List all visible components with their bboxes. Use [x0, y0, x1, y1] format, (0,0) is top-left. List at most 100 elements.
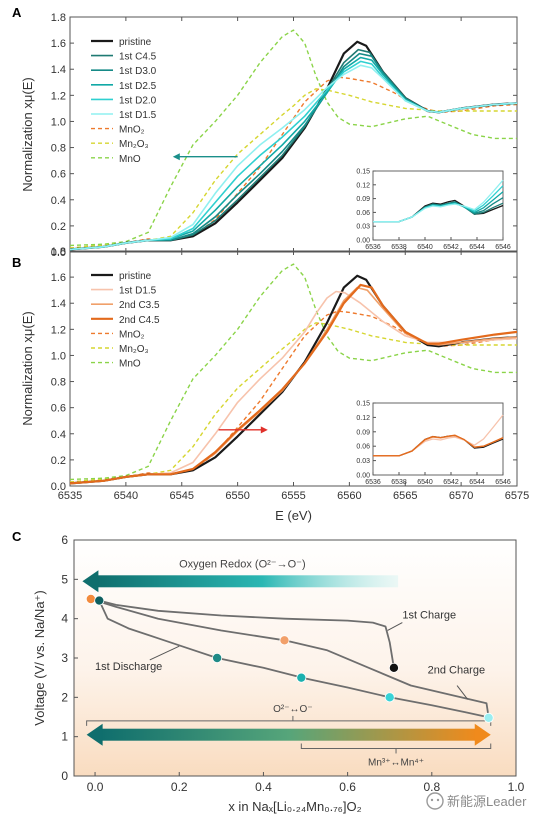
legend-label: Mn₂O₃ — [119, 344, 149, 355]
legend-label: 1st C4.5 — [119, 52, 157, 63]
legend-label: 2nd C3.5 — [119, 300, 160, 311]
inset-y-tick-label: 0.03 — [356, 224, 370, 231]
panel-a-letter: A — [12, 5, 22, 20]
x-tick-label: 0.8 — [423, 780, 440, 794]
series-line — [69, 263, 517, 481]
y-tick-label: 0.4 — [51, 195, 66, 207]
y-axis-label: Normalization xμ(E) — [20, 77, 35, 191]
state-marker — [279, 635, 290, 646]
state-marker — [384, 692, 395, 703]
y-tick-label: 0.6 — [51, 403, 66, 415]
inset-x-tick-label: 6540 — [417, 244, 433, 251]
inset-y-tick-label: 0.03 — [356, 458, 370, 465]
voltage-curve — [90, 598, 490, 718]
x-tick-label: 6550 — [225, 490, 249, 502]
second-charge-pointer — [456, 685, 468, 700]
redox-range-arrowhead-right — [474, 723, 491, 746]
redox-range-arrow — [100, 728, 477, 741]
voltage-curve — [98, 600, 491, 719]
y-tick-label: 0.8 — [51, 143, 66, 155]
first-discharge-label: 1st Discharge — [95, 661, 162, 673]
x-axis-label: E (eV) — [275, 508, 312, 523]
state-marker — [212, 653, 223, 664]
second-charge-label: 2nd Charge — [428, 665, 486, 677]
redox-range-arrowhead-left — [86, 723, 103, 746]
y-tick-label: 0.6 — [51, 169, 66, 181]
legend-label: pristine — [119, 37, 152, 48]
first-charge-label: 1st Charge — [402, 610, 456, 622]
o-couple-label: O²⁻↔O⁻ — [273, 704, 312, 715]
y-tick-label: 1.2 — [51, 90, 66, 102]
x-axis-label: x in Naₓ[Li₀.₂₄Mn₀.₇₆]O₂ — [228, 799, 361, 814]
y-tick-label: 0.0 — [51, 247, 66, 259]
y-tick-label: 3 — [61, 651, 68, 665]
inset-x-tick-label: 6546 — [495, 479, 511, 486]
y-tick-label: 2 — [61, 690, 68, 704]
x-tick-label: 6565 — [393, 490, 417, 502]
legend-label: MnO — [119, 154, 141, 165]
state-marker — [85, 594, 96, 605]
annotation-arrowhead — [260, 426, 268, 434]
y-tick-label: 1.2 — [51, 324, 66, 336]
inset-y-tick-label: 0.06 — [356, 210, 370, 217]
panel-c: 0.0 0.2 0.4 0.6 0.8 1.0 0 1 2 3 4 5 6 Voltage (V/ vs.… — [32, 533, 525, 814]
y-tick-label: 1.4 — [51, 298, 66, 310]
state-marker — [94, 595, 105, 606]
x-tick-label: 0.4 — [255, 780, 272, 794]
y-tick-label: 1.0 — [51, 350, 66, 362]
series-line — [69, 283, 518, 485]
inset-x-tick-label: 6536 — [365, 479, 381, 486]
legend-label: 1st D1.5 — [119, 110, 157, 121]
y-tick-label: 4 — [61, 612, 68, 626]
state-marker — [388, 662, 399, 673]
y-tick-label: 0.2 — [51, 455, 66, 467]
inset-y-tick-label: 0.12 — [356, 415, 370, 422]
legend-label: MnO — [119, 359, 141, 370]
inset-y-tick-label: 0.09 — [356, 196, 370, 203]
panel-b: 6535 6540 6545 6550 6555 6560 6565 6570 65750.00… — [20, 246, 529, 523]
series-line — [69, 64, 518, 251]
x-tick-label: 0.2 — [171, 780, 188, 794]
y-tick-label: 1.4 — [51, 64, 66, 76]
inset-x-tick-label: 6546 — [495, 244, 511, 251]
oxygen-redox-label: Oxygen Redox (O²⁻→O⁻) — [179, 559, 306, 571]
y-tick-label: 0.2 — [51, 221, 66, 233]
legend-label: pristine — [119, 271, 152, 282]
x-tick-label: 6560 — [337, 490, 361, 502]
inset-y-tick-label: 0.00 — [356, 238, 370, 245]
inset-x-tick-label: 6538 — [391, 244, 407, 251]
oxygen-redox-arrowhead — [82, 570, 99, 593]
y-tick-label: 1.8 — [51, 12, 66, 24]
y-tick-label: 0.0 — [51, 481, 66, 493]
inset-x-tick-label: 6540 — [417, 479, 433, 486]
oxygen-redox-arrow — [96, 575, 399, 588]
x-tick-label: 1.0 — [508, 780, 525, 794]
y-tick-label: 1.0 — [51, 116, 66, 128]
legend-label: 1st D2.0 — [119, 95, 157, 106]
watermark-text: 新能源Leader — [447, 794, 527, 809]
legend-label: 1st D3.0 — [119, 66, 157, 77]
first-charge-pointer — [387, 622, 403, 631]
y-tick-label: 1.8 — [51, 246, 66, 258]
inset-series-line — [373, 434, 504, 457]
watermark: 新能源Leader — [426, 792, 527, 810]
x-tick-label: 0.6 — [339, 780, 356, 794]
legend-label: 1st D2.5 — [119, 81, 157, 92]
x-tick-label: 6570 — [449, 490, 473, 502]
x-tick-label: 6540 — [114, 490, 138, 502]
inset-y-tick-label: 0.00 — [356, 473, 370, 480]
x-tick-label: 6555 — [281, 490, 305, 502]
first-discharge-pointer — [149, 645, 180, 661]
y-tick-label: 5 — [61, 572, 68, 586]
wechat-icon-dot — [436, 798, 440, 802]
y-tick-label: 0 — [61, 769, 68, 783]
inset-y-tick-label: 0.12 — [356, 182, 370, 189]
x-tick-label: 6575 — [505, 490, 529, 502]
inset-x-tick-label: 6544 — [469, 244, 485, 251]
inset-y-tick-label: 0.09 — [356, 429, 370, 436]
y-tick-label: 1.6 — [51, 272, 66, 284]
inset-x-tick-label: 6536 — [365, 244, 381, 251]
x-tick-label: 0.0 — [87, 780, 104, 794]
inset-y-tick-label: 0.15 — [356, 169, 370, 176]
